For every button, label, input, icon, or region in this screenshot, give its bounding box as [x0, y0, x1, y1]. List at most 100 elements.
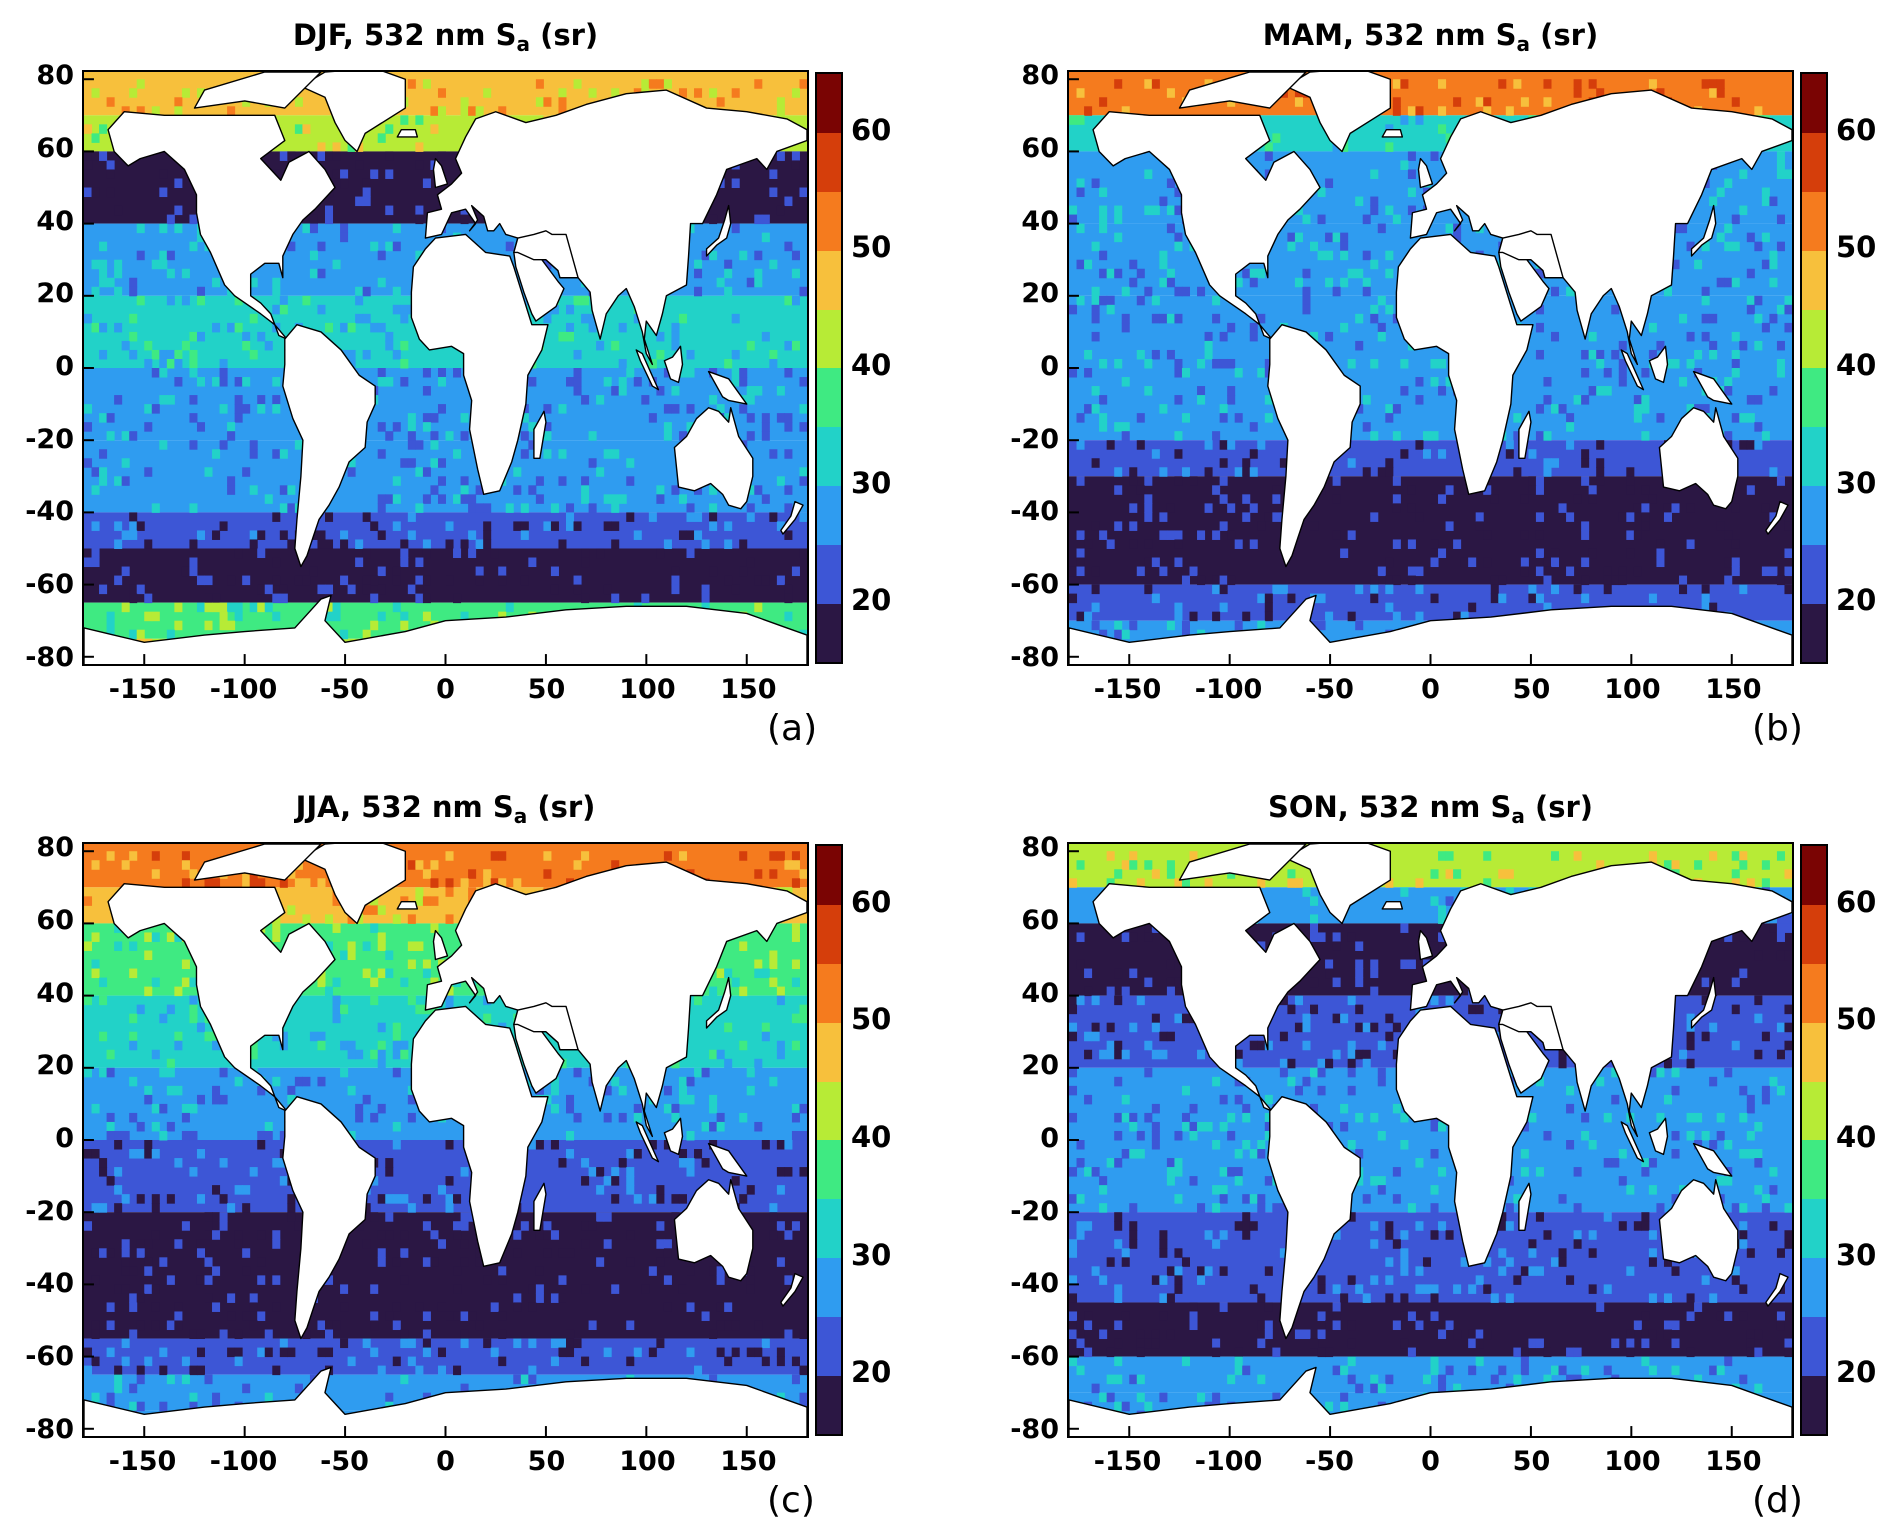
sa-cell — [204, 1374, 213, 1385]
sa-cell — [1468, 557, 1477, 568]
sa-cell — [1302, 304, 1311, 315]
sa-cell — [1746, 1338, 1755, 1349]
sa-cell — [1370, 584, 1379, 595]
sa-cell — [1264, 151, 1273, 161]
sa-cell — [1076, 611, 1085, 622]
sa-cell — [99, 1031, 108, 1042]
sa-cell — [106, 1347, 115, 1358]
sa-cell — [1362, 1049, 1371, 1060]
sa-cell — [1136, 566, 1145, 577]
sa-cell — [671, 566, 680, 577]
sa-cell — [1076, 178, 1085, 189]
colorbar-segment — [1802, 74, 1826, 134]
sa-cell — [1754, 1158, 1763, 1168]
sa-cell — [626, 1230, 635, 1240]
sa-cell — [1385, 1230, 1394, 1240]
sa-cell — [1400, 115, 1409, 125]
sa-cell — [1551, 851, 1560, 861]
sa-cell — [1114, 869, 1123, 879]
sa-cell — [1671, 1149, 1680, 1159]
sa-cell — [1784, 950, 1792, 961]
colorbar-segment — [1802, 846, 1826, 906]
land-mass — [1692, 370, 1733, 405]
sa-cell — [219, 404, 228, 414]
sa-cell — [340, 1302, 349, 1312]
sa-cell — [678, 368, 687, 378]
sa-cell — [189, 1130, 198, 1141]
sa-cell — [618, 494, 627, 504]
sa-cell — [663, 539, 672, 549]
sa-cell — [212, 322, 221, 333]
sa-cell — [1294, 1329, 1303, 1340]
sa-cell — [1400, 1248, 1409, 1258]
sa-cell — [1129, 467, 1138, 477]
sa-cell — [422, 79, 431, 89]
sa-cell — [1219, 1230, 1228, 1240]
sa-cell — [716, 1121, 725, 1132]
sa-cell — [370, 905, 379, 915]
sa-cell — [332, 151, 341, 161]
sa-cell — [1166, 1158, 1175, 1168]
sa-cell — [1754, 395, 1763, 405]
sa-cell — [1694, 259, 1703, 270]
sa-cell — [1573, 1230, 1582, 1240]
sa-cell — [1227, 358, 1236, 369]
sa-cell — [1332, 232, 1341, 243]
sa-cell — [611, 539, 620, 549]
sa-cell — [437, 377, 446, 387]
sa-cell — [1663, 512, 1672, 522]
sa-cell — [656, 386, 665, 396]
sa-cell — [1121, 860, 1130, 870]
sa-cell — [362, 941, 371, 951]
sa-cell — [694, 530, 703, 540]
sa-cell — [1520, 97, 1529, 107]
sa-cell — [1076, 440, 1085, 450]
sa-cell — [234, 295, 243, 306]
sa-cell — [1332, 1284, 1341, 1294]
sa-cell — [1181, 620, 1190, 631]
sa-cell — [257, 395, 266, 405]
sa-cell — [731, 368, 740, 378]
sa-cell — [1099, 250, 1108, 261]
sa-cell — [196, 377, 205, 387]
sa-cell — [355, 160, 364, 170]
sa-cell — [1385, 557, 1394, 568]
sa-cell — [1302, 887, 1311, 897]
sa-cell — [1385, 1257, 1394, 1267]
sa-cell — [1400, 1140, 1409, 1150]
sa-cell — [1513, 467, 1522, 477]
sa-cell — [1400, 923, 1409, 933]
sa-cell — [1159, 313, 1168, 324]
sa-cell — [1641, 1221, 1650, 1231]
sa-cell — [1453, 1329, 1462, 1340]
sa-cell — [106, 277, 115, 288]
sa-cell — [573, 349, 582, 360]
sa-cell — [1129, 1239, 1138, 1249]
sa-cell — [1370, 1275, 1379, 1285]
sa-cell — [377, 1230, 386, 1240]
colorbar-tick-label: 50 — [1836, 1002, 1877, 1037]
sa-cell — [709, 521, 718, 531]
sa-cell — [227, 1293, 236, 1303]
sa-cell — [91, 557, 100, 568]
sa-cell — [370, 923, 379, 933]
sa-cell — [99, 1248, 108, 1258]
sa-cell — [189, 1392, 198, 1403]
x-tick-label: -100 — [209, 1446, 278, 1477]
sa-cell — [1746, 1248, 1755, 1258]
sa-cell — [1535, 476, 1544, 486]
sa-cell — [754, 602, 763, 613]
sa-cell — [558, 88, 567, 98]
sa-cell — [1174, 241, 1183, 252]
sa-cell — [1197, 286, 1206, 297]
sa-cell — [1106, 1040, 1115, 1051]
sa-cell — [1603, 1284, 1612, 1294]
sa-cell — [242, 377, 251, 387]
sa-cell — [1761, 878, 1770, 888]
sa-cell — [1543, 377, 1552, 387]
sa-cell — [1626, 530, 1635, 540]
sa-cell — [1438, 106, 1447, 116]
sa-cell — [626, 1320, 635, 1331]
sa-cell — [166, 349, 175, 360]
sa-cell — [129, 1302, 138, 1312]
